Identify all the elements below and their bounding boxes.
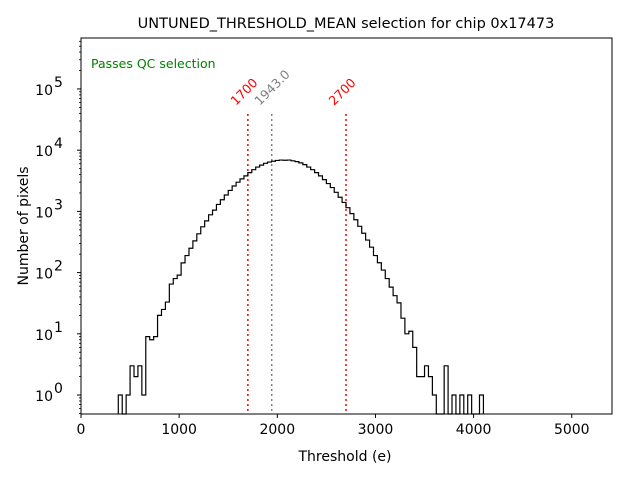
y-tick-exponent: 0 xyxy=(54,381,63,397)
x-axis-label: Threshold (e) xyxy=(298,449,392,465)
x-tick-label: 3000 xyxy=(358,422,394,438)
histogram-bin xyxy=(213,210,217,414)
threshold-lines xyxy=(247,114,347,414)
y-tick-label: 10 xyxy=(35,205,53,221)
axes-frame xyxy=(80,37,613,415)
histogram-bin xyxy=(373,256,377,414)
histogram-bin xyxy=(366,240,370,414)
histogram-bin xyxy=(173,279,177,414)
histogram-bin xyxy=(205,221,209,414)
histogram-bin xyxy=(185,256,189,414)
y-tick-exponent: 2 xyxy=(54,259,63,275)
histogram-bin xyxy=(228,190,232,414)
histogram-bin xyxy=(334,192,338,414)
histogram-bin xyxy=(377,263,381,414)
histogram-bin xyxy=(216,204,220,414)
histogram-bin xyxy=(193,241,197,414)
threshold-label: 2700 xyxy=(326,75,359,108)
y-tick-label: 10 xyxy=(35,267,53,283)
y-tick-label: 10 xyxy=(35,389,53,405)
histogram-bin xyxy=(150,340,154,414)
histogram-bin xyxy=(421,377,425,414)
histogram-bin xyxy=(393,296,397,414)
histogram-bin xyxy=(181,263,185,414)
histogram-bin xyxy=(209,215,213,414)
histogram-bin xyxy=(319,176,323,414)
histogram-bin xyxy=(154,337,158,414)
histogram-step-line xyxy=(117,159,485,415)
histogram-bin xyxy=(291,161,295,414)
histogram-bin xyxy=(252,170,256,414)
histogram-bin xyxy=(370,247,374,414)
y-tick-label: 10 xyxy=(35,328,53,344)
histogram-bin xyxy=(169,284,173,414)
histogram-bin xyxy=(189,248,193,414)
histogram-bin xyxy=(307,167,311,414)
y-tick-label: 10 xyxy=(35,144,53,160)
histogram-bin xyxy=(283,160,287,414)
histogram-bin xyxy=(279,160,283,414)
histogram-bin xyxy=(303,165,307,414)
x-tick-label: 4000 xyxy=(456,422,492,438)
histogram-bin xyxy=(256,167,260,414)
histogram-bin xyxy=(338,197,342,414)
histogram-bin xyxy=(201,227,205,414)
histogram-bin xyxy=(260,165,264,414)
histogram-bin xyxy=(236,182,240,414)
y-tick-exponent: 1 xyxy=(54,320,63,336)
histogram-bin xyxy=(134,377,138,414)
histogram-bin xyxy=(142,395,146,414)
x-tick-label: 5000 xyxy=(554,422,590,438)
histogram-bin xyxy=(354,220,358,414)
x-tick-label: 1000 xyxy=(161,422,197,438)
chart-title: UNTUNED_THRESHOLD_MEAN selection for chi… xyxy=(138,16,555,32)
histogram-bin xyxy=(311,170,315,414)
histogram-bin xyxy=(322,180,326,414)
histogram-bin xyxy=(267,162,271,414)
histogram-bin xyxy=(315,173,319,414)
histogram-bin xyxy=(197,234,201,414)
y-axis-label: Number of pixels xyxy=(16,166,32,285)
histogram-bin xyxy=(275,160,279,414)
histogram-bin xyxy=(287,160,291,414)
histogram-bin xyxy=(389,287,393,414)
histogram-bin xyxy=(397,303,401,414)
y-tick-label: 10 xyxy=(35,83,53,99)
histogram-bin xyxy=(220,200,224,414)
histogram-bin xyxy=(362,233,366,414)
histogram-bin xyxy=(295,162,299,414)
histogram-bin xyxy=(248,173,252,414)
histogram-bin xyxy=(405,334,409,414)
histogram-bin xyxy=(240,179,244,414)
y-tick-exponent: 5 xyxy=(54,75,63,91)
histogram-bin xyxy=(177,275,181,414)
histogram-bin xyxy=(350,214,354,414)
histogram-bin xyxy=(358,226,362,414)
x-axis: 0 1000 2000 3000 4000 5000 xyxy=(77,414,590,438)
x-tick-label: 2000 xyxy=(259,422,295,438)
histogram-bin xyxy=(330,188,334,414)
histogram-bin xyxy=(299,163,303,414)
y-tick-exponent: 3 xyxy=(54,197,63,213)
histogram-bin xyxy=(264,163,268,414)
x-tick-label: 0 xyxy=(77,422,86,438)
y-tick-exponent: 4 xyxy=(54,136,63,152)
histogram-bin xyxy=(385,279,389,414)
histogram-bin xyxy=(417,377,421,414)
histogram-bin xyxy=(381,270,385,414)
histogram-bin xyxy=(165,302,169,414)
histogram-bin xyxy=(224,195,228,414)
histogram-bin xyxy=(161,309,165,414)
qc-status-annotation: Passes QC selection xyxy=(91,56,216,71)
histogram-bin xyxy=(232,186,236,414)
histogram-bin xyxy=(326,184,330,414)
